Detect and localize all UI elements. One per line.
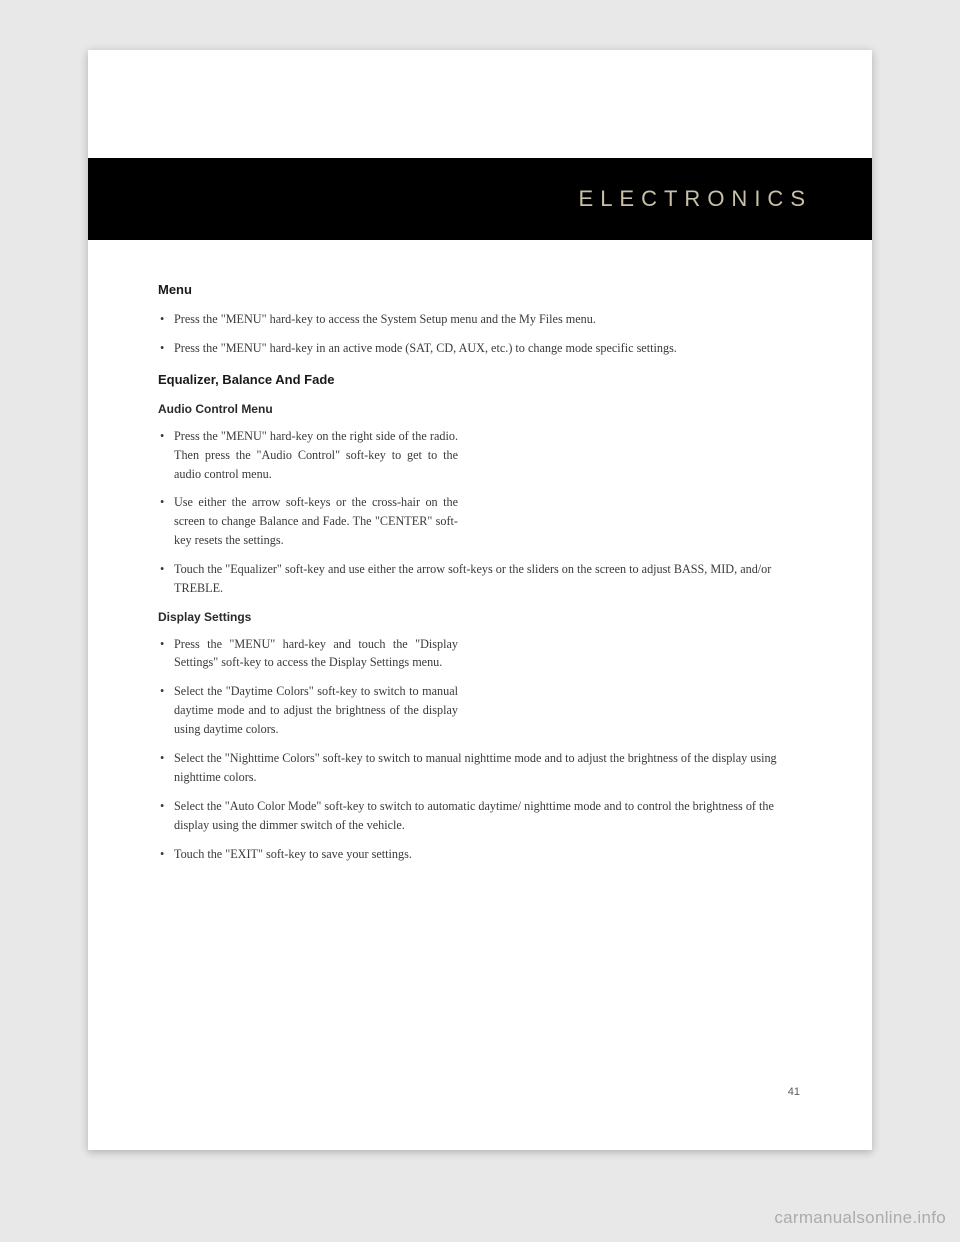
content-area: Menu Press the "MENU" hard-key to access… bbox=[158, 280, 802, 874]
menu-list: Press the "MENU" hard-key to access the … bbox=[158, 310, 802, 358]
audio-list: Press the "MENU" hard-key on the right s… bbox=[158, 427, 802, 598]
heading-audio-control: Audio Control Menu bbox=[158, 400, 802, 419]
list-item: Press the "MENU" hard-key and touch the … bbox=[158, 635, 458, 673]
display-list: Press the "MENU" hard-key and touch the … bbox=[158, 635, 802, 864]
list-item: Touch the "EXIT" soft-key to save your s… bbox=[158, 845, 802, 864]
heading-menu: Menu bbox=[158, 280, 802, 300]
list-item: Select the "Auto Color Mode" soft-key to… bbox=[158, 797, 802, 835]
list-item: Press the "MENU" hard-key on the right s… bbox=[158, 427, 458, 484]
list-item: Select the "Daytime Colors" soft-key to … bbox=[158, 682, 458, 739]
list-item: Select the "Nighttime Colors" soft-key t… bbox=[158, 749, 802, 787]
heading-equalizer: Equalizer, Balance And Fade bbox=[158, 370, 802, 390]
section-title: ELECTRONICS bbox=[579, 186, 812, 212]
list-item: Press the "MENU" hard-key in an active m… bbox=[158, 339, 802, 358]
page-number: 41 bbox=[788, 1086, 800, 1098]
page: ELECTRONICS Menu Press the "MENU" hard-k… bbox=[88, 50, 872, 1150]
list-item: Press the "MENU" hard-key to access the … bbox=[158, 310, 802, 329]
heading-display-settings: Display Settings bbox=[158, 608, 802, 627]
header-band: ELECTRONICS bbox=[88, 158, 872, 240]
list-item: Touch the "Equalizer" soft-key and use e… bbox=[158, 560, 802, 598]
list-item: Use either the arrow soft-keys or the cr… bbox=[158, 493, 458, 550]
watermark: carmanualsonline.info bbox=[774, 1208, 946, 1228]
